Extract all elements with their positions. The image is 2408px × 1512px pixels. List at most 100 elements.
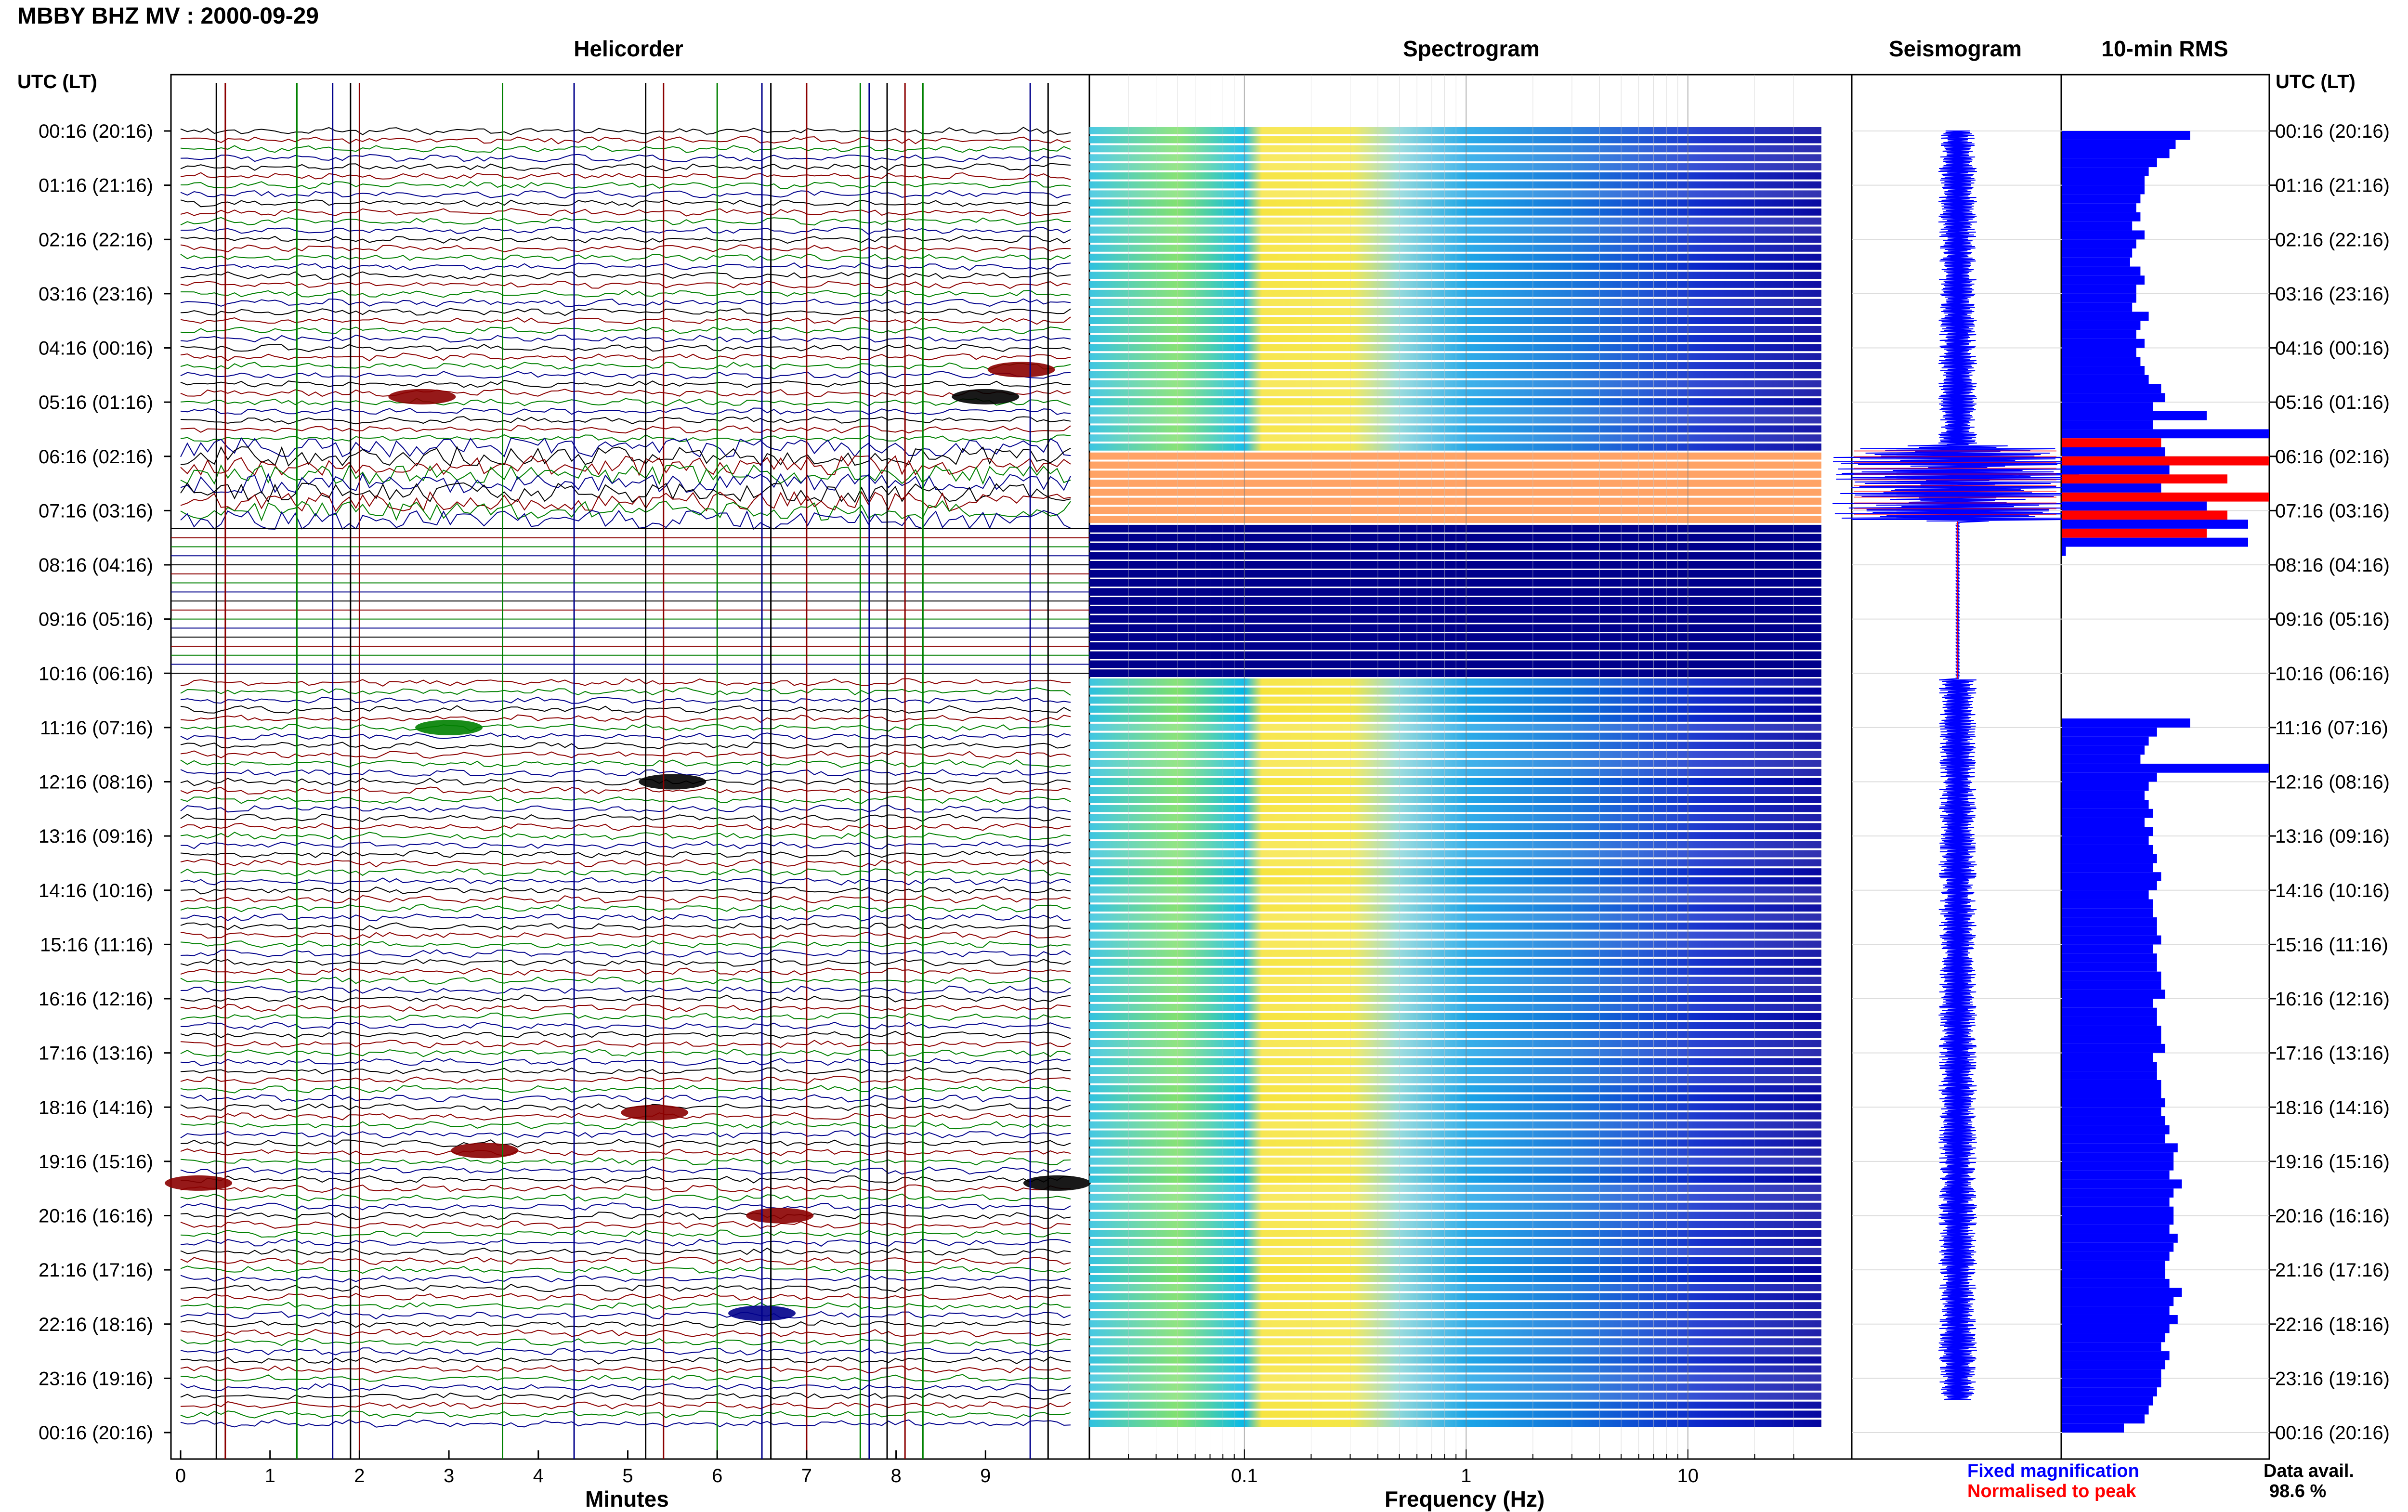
time-tick-label-left: 14:16 (10:16) (39, 880, 153, 901)
helicorder-trace (180, 877, 1071, 886)
spectrogram-row (1089, 751, 1821, 758)
spectrogram-row (1089, 253, 1821, 261)
rms-bar (2062, 1107, 2161, 1117)
helicorder-event (388, 389, 456, 404)
time-tick-label-left: 21:16 (17:16) (39, 1260, 153, 1281)
rms-bar (2062, 1360, 2165, 1369)
spectrogram-row (1089, 443, 1821, 451)
spectrogram-row (1089, 326, 1821, 333)
spectrogram-gap-row (1089, 651, 1821, 659)
spectrogram-row (1089, 832, 1821, 839)
spectrogram-row (1089, 1311, 1821, 1318)
spectrogram-row (1089, 895, 1821, 903)
helicorder-x-tick-label: 4 (533, 1465, 544, 1486)
time-tick-label-left: 16:16 (12:16) (39, 989, 153, 1010)
spectrogram-row (1089, 190, 1821, 198)
spectrogram-row (1089, 1040, 1821, 1047)
helicorder-trace (180, 163, 1071, 171)
rms-bar (2062, 800, 2149, 809)
seismogram-title: Seismogram (1888, 36, 2022, 61)
helicorder-frame (170, 74, 1090, 1460)
helicorder-trace (180, 696, 1071, 704)
rms-bar (2062, 501, 2207, 511)
helicorder-trace (180, 491, 1071, 512)
helicorder-trace (180, 464, 1071, 485)
helicorder-trace (180, 437, 1071, 458)
rms-bar (2062, 1089, 2161, 1098)
spectrogram-gap-row (1089, 552, 1821, 560)
seismogram-trace (1832, 130, 2083, 1400)
spectrogram-row (1089, 1248, 1821, 1255)
time-tick-label-right: 06:16 (02:16) (2275, 446, 2390, 468)
rms-bar (2062, 339, 2145, 348)
spectrogram-row (1089, 977, 1821, 984)
helicorder-trace (180, 1401, 1071, 1409)
helicorder-trace (180, 1356, 1071, 1365)
helicorder-trace (180, 316, 1071, 325)
rms-bar (2062, 736, 2149, 746)
spectrogram-x-tick-label: 10 (1677, 1465, 1699, 1486)
spectrogram-row (1089, 1139, 1821, 1147)
spectrogram-row (1089, 217, 1821, 225)
time-tick-label-right: 19:16 (15:16) (2275, 1151, 2390, 1173)
spectrogram-row (1089, 208, 1821, 216)
time-tick-label-left: 05:16 (01:16) (39, 392, 153, 413)
helicorder-trace (180, 967, 1071, 976)
helicorder-trace (180, 904, 1071, 912)
rms-bar (2062, 402, 2153, 411)
spectrogram-row (1089, 1401, 1821, 1409)
spectrogram-row (1089, 940, 1821, 948)
time-tick-label-left: 10:16 (06:16) (39, 663, 153, 684)
rms-bar (2062, 420, 2153, 430)
spectrogram-row (1089, 480, 1821, 487)
helicorder-trace (180, 1275, 1071, 1283)
helicorder-trace (180, 380, 1071, 388)
rms-bar (2062, 1116, 2165, 1125)
spectrogram-row (1089, 380, 1821, 388)
rms-bar (2062, 1369, 2161, 1379)
rms-bar (2062, 899, 2153, 909)
helicorder-trace (180, 398, 1071, 406)
rms-bar (2062, 212, 2141, 222)
spectrogram-row (1089, 732, 1821, 740)
helicorder-trace (180, 1175, 1071, 1184)
rms-bar (2062, 836, 2149, 845)
spectrogram-row (1089, 1257, 1821, 1264)
spectrogram-row (1089, 136, 1821, 143)
data-avail-label: Data avail. (2264, 1461, 2354, 1481)
rms-bar (2062, 1270, 2165, 1279)
spectrogram-row (1089, 362, 1821, 369)
helicorder-trace (180, 154, 1071, 163)
rms-bar (2062, 1043, 2165, 1053)
spectrogram-gap-row (1089, 534, 1821, 542)
helicorder-trace (180, 1021, 1071, 1030)
helicorder-trace (180, 759, 1071, 769)
spectrogram-row (1089, 1013, 1821, 1020)
helicorder-trace (180, 482, 1071, 503)
rms-bar (2062, 547, 2066, 556)
spectrogram-row (1089, 172, 1821, 180)
spectrogram-row (1089, 1221, 1821, 1228)
spectrogram-row (1089, 715, 1821, 722)
helicorder-trace (180, 1311, 1071, 1320)
rms-bar (2062, 1315, 2178, 1324)
helicorder-trace (180, 1184, 1071, 1193)
helicorder-trace (180, 190, 1071, 199)
rms-bar (2062, 845, 2153, 854)
helicorder-trace (180, 813, 1071, 822)
rms-title: 10-min RMS (2101, 36, 2228, 61)
helicorder-trace (180, 1410, 1071, 1419)
time-tick-label-left: 23:16 (19:16) (39, 1368, 153, 1389)
rms-bar (2062, 329, 2136, 339)
rms-bar (2062, 1062, 2157, 1071)
helicorder-trace (180, 1283, 1071, 1292)
time-tick-label-right: 17:16 (13:16) (2275, 1043, 2390, 1064)
helicorder-trace (180, 1347, 1071, 1356)
helicorder-trace (180, 1121, 1071, 1130)
spectrogram-row (1089, 1410, 1821, 1418)
spectrogram-row (1089, 353, 1821, 361)
spectrogram-row (1089, 289, 1821, 297)
rms-bar (2062, 1035, 2161, 1044)
time-tick-label-left: 00:16 (20:16) (39, 1422, 153, 1444)
time-tick-label-left: 06:16 (02:16) (39, 446, 153, 468)
